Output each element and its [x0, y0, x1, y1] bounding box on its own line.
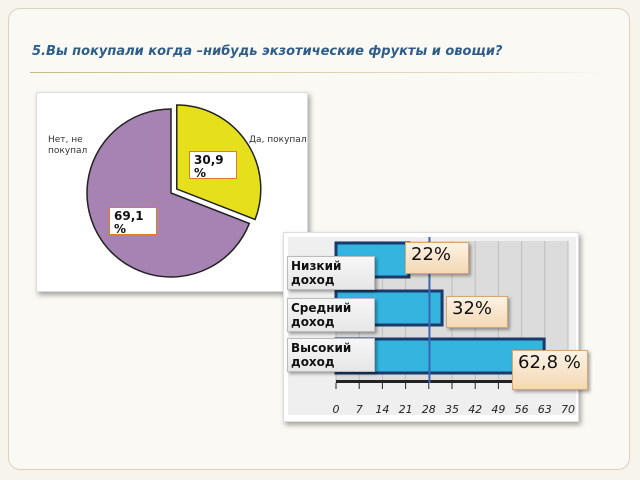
x-tick-label: 28	[422, 403, 436, 416]
x-tick-label: 7	[356, 403, 363, 416]
pie-value-yes: 30,9 %	[189, 151, 237, 179]
title-divider	[30, 72, 610, 73]
bar-value-middle: 32%	[446, 296, 508, 328]
x-tick-label: 0	[333, 403, 340, 416]
x-tick-label: 49	[491, 403, 505, 416]
category-label-low: Низкий доход	[287, 256, 375, 290]
pie-label-no: Нет, не покупал	[48, 135, 88, 156]
x-tick-label: 35	[445, 403, 459, 416]
x-axis-line	[336, 380, 568, 383]
pie-chart	[86, 104, 262, 278]
x-tick-label: 70	[561, 403, 575, 416]
slide-title: 5.Вы покупали когда –нибудь экзотические…	[32, 44, 503, 59]
category-label-middle: Средний доход	[287, 298, 375, 332]
x-tick-label: 42	[468, 403, 482, 416]
x-tick-label: 21	[399, 403, 413, 416]
pie-value-no: 69,1 %	[109, 207, 157, 235]
pie-chart-panel: Нет, не покупал Да, покупал 30,9 % 69,1 …	[36, 92, 308, 292]
category-label-high: Высокий доход	[287, 338, 375, 372]
bar-value-high: 62,8 %	[512, 350, 588, 390]
bar-value-low: 22%	[405, 242, 469, 274]
x-tick-label: 63	[538, 403, 552, 416]
x-tick-label: 56	[515, 403, 529, 416]
pie-label-yes: Да, покупал	[249, 135, 307, 145]
x-tick-label: 14	[375, 403, 389, 416]
